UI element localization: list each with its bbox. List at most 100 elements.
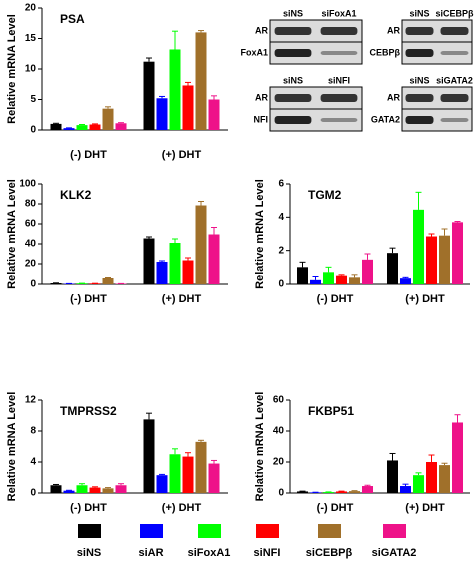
legend-swatch: [198, 524, 221, 538]
bar: [349, 491, 360, 493]
bar: [169, 243, 181, 284]
bar: [208, 463, 220, 493]
error-bar: [389, 452, 396, 461]
error-bar: [105, 106, 111, 109]
band: [274, 116, 312, 124]
band: [440, 51, 469, 55]
protein-label: CEBPβ: [370, 47, 401, 57]
y-tick-label: 60: [25, 219, 37, 230]
y-tick-label: 0: [30, 279, 36, 290]
error-bar: [118, 122, 124, 124]
legend-label: siGATA2: [372, 547, 417, 559]
y-axis-label: Relative mRNA Level: [254, 392, 266, 502]
bar: [426, 462, 437, 493]
y-tick-label: 5: [30, 94, 36, 105]
bar: [208, 99, 220, 130]
error-bar: [79, 124, 85, 126]
y-tick-label: 0: [30, 488, 36, 499]
bar: [115, 485, 127, 493]
protein-label: NFI: [254, 114, 269, 124]
error-bar: [211, 95, 217, 100]
bar: [208, 234, 220, 284]
legend-swatch: [318, 524, 341, 538]
protein-label: AR: [387, 92, 400, 102]
bar: [89, 487, 101, 493]
error-bar: [105, 277, 111, 278]
protein-label: GATA2: [371, 114, 400, 124]
y-tick-label: 0: [30, 125, 36, 136]
band: [320, 118, 358, 122]
y-tick-label: 80: [25, 199, 37, 210]
error-bar: [53, 483, 59, 486]
bar: [156, 475, 168, 493]
y-tick-label: 0: [278, 488, 284, 499]
bar: [297, 491, 308, 493]
bar: [336, 275, 347, 284]
bar: [63, 490, 75, 493]
bar: [169, 454, 181, 493]
bar: [63, 128, 75, 130]
bar: [426, 236, 437, 284]
legend-swatch: [256, 524, 279, 538]
error-bar: [389, 247, 396, 254]
bar: [387, 253, 398, 284]
y-tick-label: 60: [273, 395, 285, 406]
bar: [400, 486, 411, 493]
lane-label: siFoxA1: [321, 8, 356, 18]
x-tick-label: (+) DHT: [162, 149, 202, 161]
bar: [182, 456, 194, 493]
chart-title: TGM2: [308, 188, 342, 202]
x-tick-label: (-) DHT: [317, 293, 354, 305]
error-bar: [402, 276, 409, 279]
lane-label: siNS: [409, 8, 429, 18]
bar: [336, 491, 347, 493]
band: [274, 49, 312, 57]
chart-title: TMPRSS2: [60, 404, 117, 418]
bar: [195, 205, 207, 284]
y-axis-label: Relative mRNA Level: [6, 14, 18, 124]
protein-label: AR: [255, 25, 268, 35]
error-bar: [441, 228, 448, 236]
band: [405, 49, 434, 57]
band: [440, 118, 469, 122]
bar: [143, 419, 155, 493]
error-bar: [402, 483, 409, 487]
chart-title: PSA: [60, 12, 85, 26]
x-tick-label: (-) DHT: [70, 502, 107, 514]
bar: [297, 267, 308, 284]
error-bar: [211, 227, 217, 235]
y-tick-label: 8: [30, 426, 36, 437]
bar: [143, 238, 155, 284]
y-tick-label: 100: [19, 179, 36, 190]
band: [320, 94, 358, 102]
x-tick-label: (-) DHT: [70, 293, 107, 305]
bar: [50, 283, 62, 284]
bar: [349, 277, 360, 284]
protein-label: AR: [387, 25, 400, 35]
error-bar: [198, 439, 204, 442]
legend-label: siNS: [77, 547, 101, 559]
bar: [115, 123, 127, 130]
y-tick-label: 40: [25, 239, 37, 250]
bar: [182, 85, 194, 130]
y-tick-label: 10: [25, 64, 37, 75]
y-tick-label: 2: [278, 245, 284, 256]
legend-label: siFoxA1: [188, 547, 231, 559]
bar: [400, 278, 411, 284]
bar: [143, 61, 155, 130]
bar: [182, 260, 194, 284]
error-bar: [92, 486, 98, 488]
error-bar: [172, 448, 178, 455]
error-bar: [159, 473, 165, 476]
error-bar: [185, 257, 191, 261]
x-tick-label: (+) DHT: [405, 502, 445, 514]
error-bar: [312, 276, 319, 280]
y-tick-label: 4: [30, 457, 36, 468]
error-bar: [146, 57, 152, 62]
error-bar: [185, 452, 191, 457]
x-tick-label: (-) DHT: [317, 502, 354, 514]
protein-label: FoxA1: [240, 47, 268, 57]
lane-label: siNS: [283, 75, 303, 85]
x-tick-label: (-) DHT: [70, 149, 107, 161]
bar: [102, 488, 114, 493]
